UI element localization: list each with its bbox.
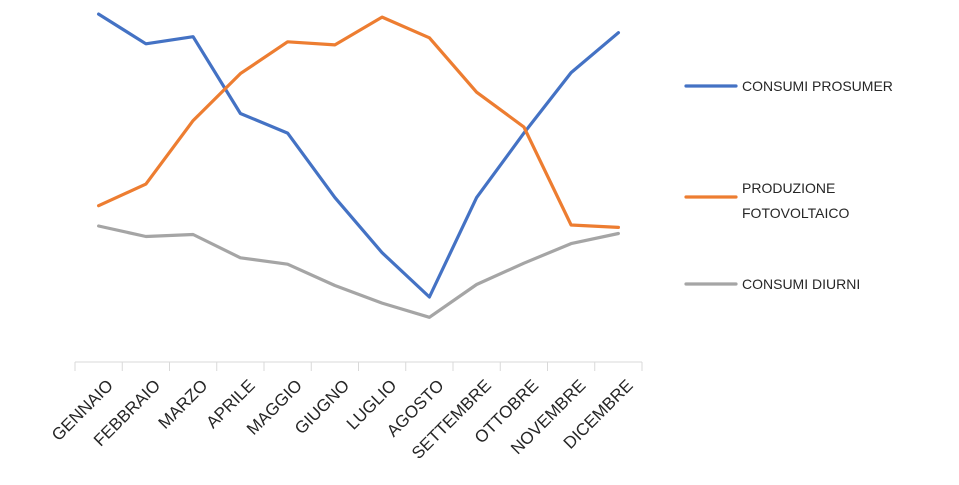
x-tick-labels: GENNAIOFEBBRAIOMARZOAPRILEMAGGIOGIUGNOLU… [48,376,637,463]
x-axis [74,361,643,371]
series-line-1 [96,12,621,299]
legend-label-1: CONSUMI PROSUMER [742,78,893,94]
legend-label-3: CONSUMI DIURNI [742,276,860,292]
series-line-3 [96,224,621,319]
legend-label-2: PRODUZIONE FOTOVOLTAICO [742,180,849,221]
series-line-2 [96,15,621,229]
plot-area [96,12,621,319]
x-tick-label: MARZO [155,376,212,433]
legend: CONSUMI PROSUMER PRODUZIONE FOTOVOLTAICO CO… [684,78,893,292]
